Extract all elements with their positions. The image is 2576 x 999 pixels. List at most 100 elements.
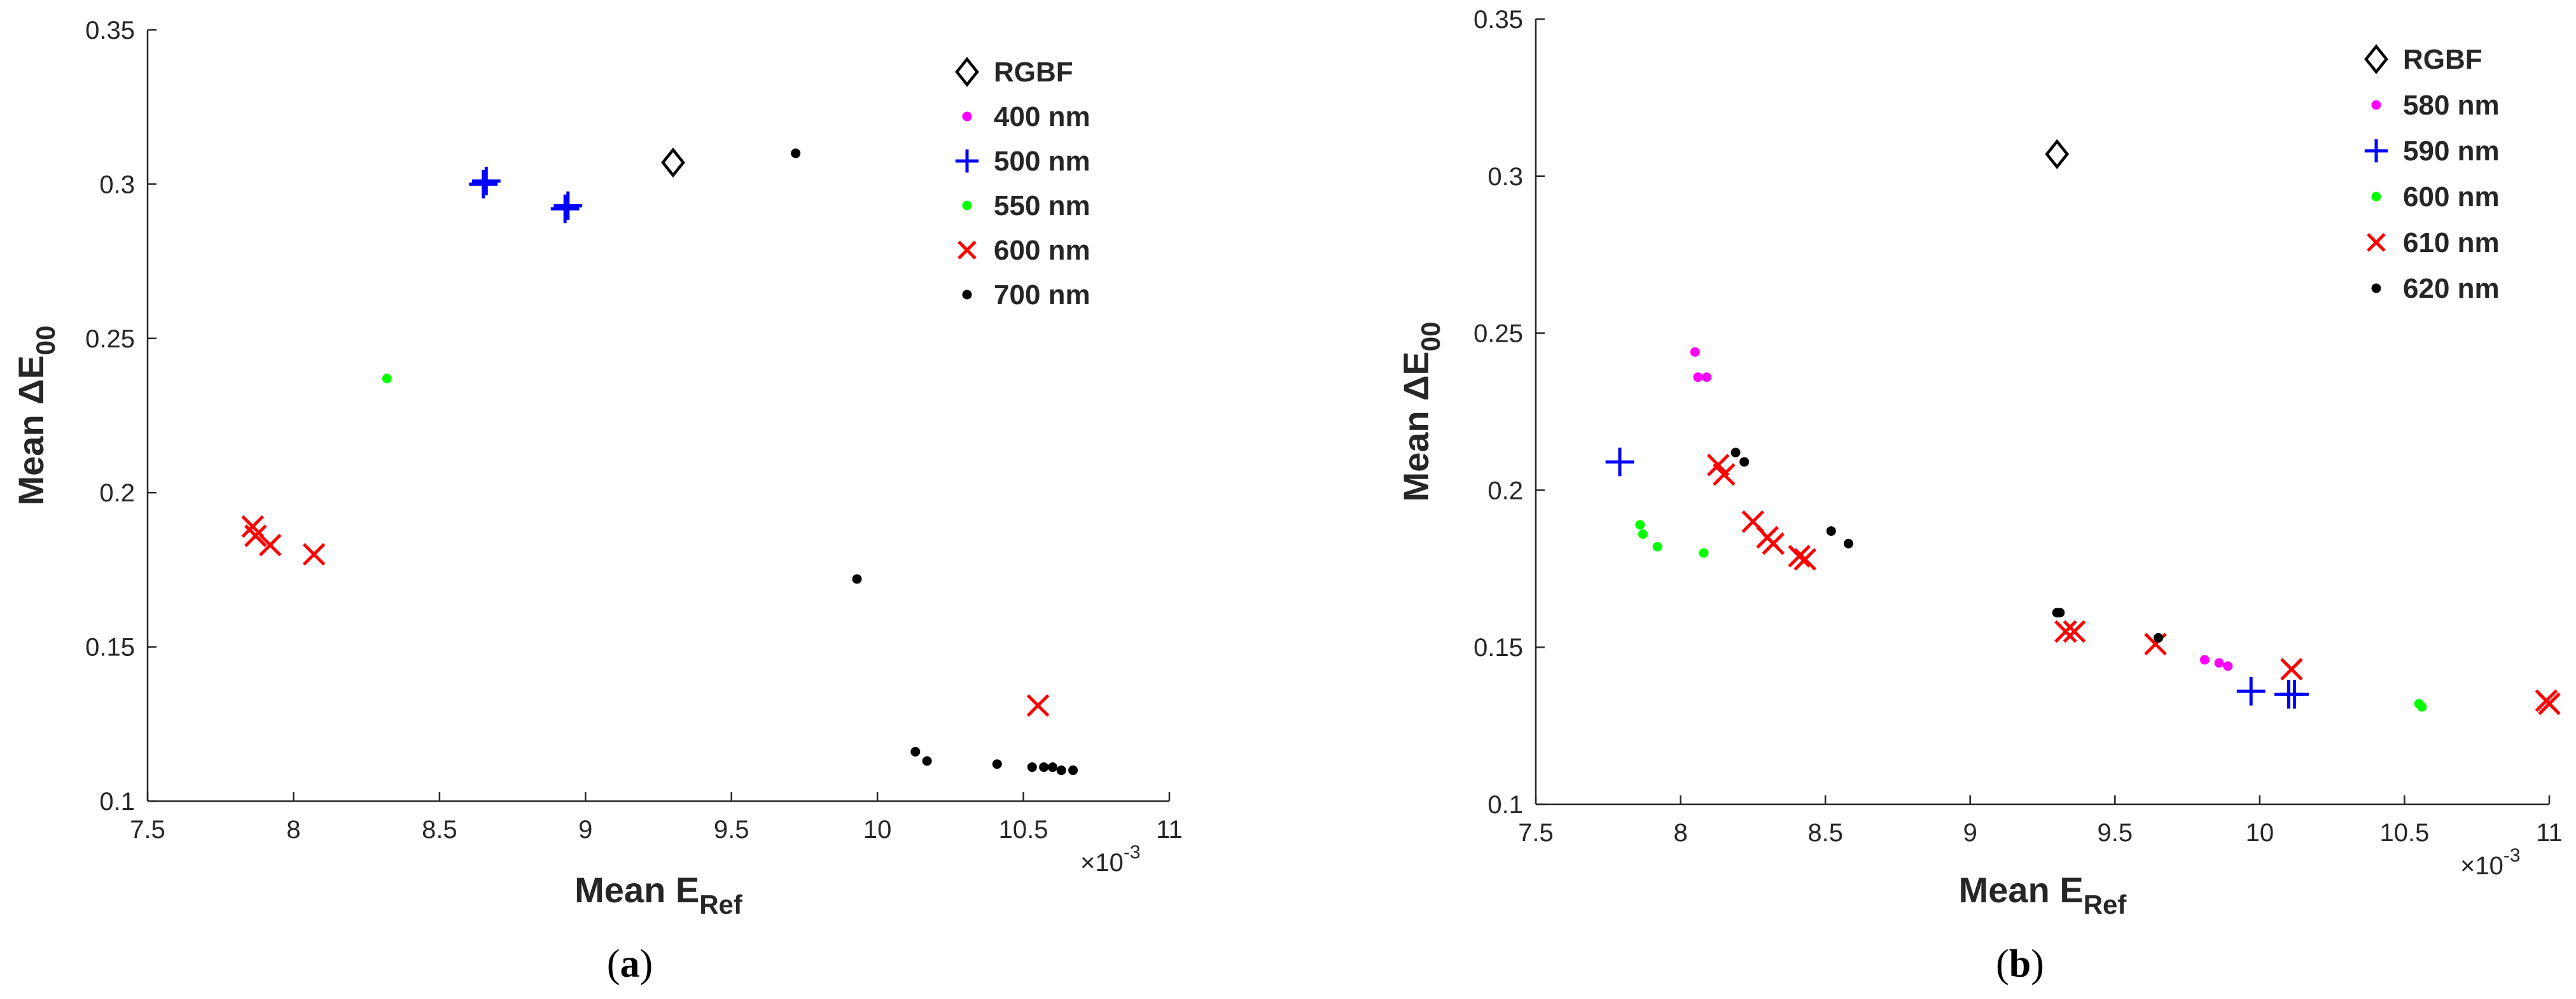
data-point	[2054, 620, 2077, 643]
legend-marker	[962, 111, 972, 122]
data-point	[2417, 702, 2427, 712]
data-point	[2223, 661, 2233, 671]
data-point	[852, 574, 862, 584]
data-point	[910, 746, 921, 757]
data-point	[1047, 762, 1057, 772]
data-point	[244, 524, 267, 547]
legend-label: RGBF	[994, 57, 1073, 88]
data-point	[302, 543, 326, 566]
legend-marker	[2371, 283, 2381, 293]
x-tick-label: 9	[578, 816, 592, 844]
legend-label: 590 nm	[2403, 136, 2500, 167]
x-tick-label: 10.5	[999, 816, 1048, 844]
legend-marker	[957, 241, 977, 260]
data-point	[258, 533, 282, 557]
x-tick-label: 11	[2536, 819, 2563, 847]
panel-caption: (b)	[1996, 942, 2044, 986]
data-point	[1690, 347, 1700, 357]
series-rgbf	[2045, 139, 2070, 169]
data-point	[1027, 762, 1037, 772]
data-point	[469, 170, 498, 199]
series-590-nm	[1605, 447, 2309, 709]
data-point	[922, 756, 932, 766]
series-500-nm	[469, 167, 583, 223]
legend-label: 400 nm	[994, 101, 1090, 132]
data-point	[1793, 548, 1817, 571]
legend-label: RGBF	[2403, 44, 2482, 75]
data-point	[1739, 457, 1750, 467]
data-point	[1762, 532, 1785, 555]
legend-marker	[2364, 44, 2388, 74]
data-point	[1788, 545, 1811, 568]
data-point	[661, 147, 685, 178]
x-tick-label: 7.5	[130, 816, 165, 844]
y-tick-label: 0.15	[1473, 634, 1523, 662]
data-point	[1026, 694, 1050, 717]
data-point	[1605, 447, 1634, 477]
data-point	[2154, 632, 2164, 643]
legend-label: 700 nm	[994, 279, 1090, 311]
series-580-nm	[1690, 347, 2233, 671]
data-point	[2236, 676, 2266, 706]
legend-label: 610 nm	[2403, 227, 2500, 258]
x-tick-label: 9	[1963, 819, 1977, 847]
y-axis-label: Mean ΔE00	[1396, 321, 1445, 501]
data-point	[550, 194, 580, 223]
x-tick-label: 8.5	[422, 816, 457, 844]
legend-marker	[2371, 192, 2381, 202]
data-point	[2045, 139, 2070, 169]
x-tick-label: 11	[1156, 816, 1183, 844]
data-point	[2214, 658, 2224, 668]
legend-marker	[962, 200, 972, 211]
y-tick-label: 0.25	[85, 325, 135, 353]
x-tick-label: 10	[2246, 819, 2274, 847]
series-610-nm	[1706, 454, 2561, 715]
data-point	[2280, 657, 2303, 681]
data-point	[1652, 541, 1662, 552]
data-point	[1693, 372, 1703, 382]
series-600-nm	[241, 515, 1050, 717]
legend-label: 550 nm	[994, 190, 1090, 221]
data-point	[1826, 526, 1836, 536]
y-tick-label: 0.2	[1487, 477, 1523, 505]
data-point	[553, 191, 583, 220]
data-point	[1699, 548, 1709, 558]
data-point	[1068, 765, 1078, 776]
data-point	[1039, 762, 1049, 772]
y-tick-label: 0.35	[85, 17, 135, 45]
data-point	[382, 374, 392, 384]
data-point	[791, 148, 801, 158]
x-tick-label: 8	[286, 816, 300, 844]
data-point	[2538, 692, 2561, 715]
data-point	[1730, 447, 1741, 458]
panel-b: 7.5 8 8.5 9 9.5 10 10.5 11 0.1 0.15 0.2 0.25 0.3 0.35…	[1396, 6, 2563, 986]
data-point	[1713, 463, 1736, 486]
data-point	[2280, 680, 2309, 709]
legend-marker	[962, 290, 972, 300]
y-tick-label: 0.3	[1487, 163, 1523, 191]
x-tick-label: 9.5	[2097, 819, 2133, 847]
y-tick-label: 0.15	[85, 634, 135, 662]
x-tick-label: 8	[1673, 819, 1687, 847]
x-exponent-label: ×10-3	[2460, 845, 2521, 880]
legend-marker	[955, 149, 979, 173]
data-point	[2063, 620, 2086, 643]
x-tick-label: 7.5	[1518, 819, 1554, 847]
data-point	[2199, 655, 2210, 665]
y-tick-label: 0.3	[99, 171, 135, 199]
data-point	[2055, 608, 2065, 618]
legend-marker	[2367, 233, 2386, 252]
data-point	[992, 759, 1002, 769]
series-rgbf	[661, 147, 685, 178]
data-point	[471, 167, 501, 195]
legend-label: 600 nm	[994, 235, 1090, 266]
x-exponent-label: ×10-3	[1080, 842, 1141, 877]
data-point	[1702, 372, 1712, 382]
y-tick-label: 0.35	[1473, 6, 1523, 34]
legend-label: 620 nm	[2403, 273, 2500, 304]
x-tick-label: 10	[863, 816, 892, 844]
panel-caption: (a)	[607, 942, 653, 986]
series-600-nm	[1635, 520, 2427, 712]
legend-marker	[955, 57, 979, 87]
